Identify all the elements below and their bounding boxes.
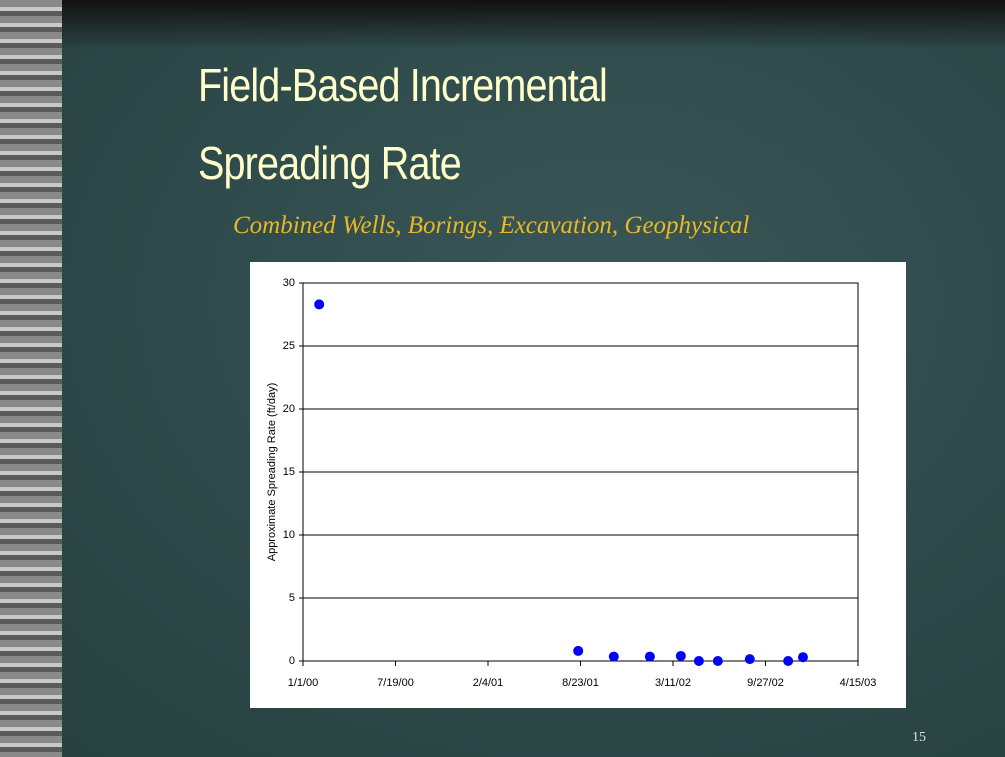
point <box>645 652 655 662</box>
y-tick-label: 30 <box>283 277 295 289</box>
x-tick-label: 8/23/01 <box>562 677 599 689</box>
y-tick-label: 25 <box>283 340 295 352</box>
point <box>783 656 793 666</box>
y-tick-label: 5 <box>289 592 295 604</box>
x-tick-label: 2/4/01 <box>473 677 504 689</box>
slide: Field-Based Incremental Spreading Rate C… <box>0 0 1005 757</box>
point <box>573 646 583 656</box>
x-tick-label: 7/19/00 <box>377 677 414 689</box>
y-tick-label: 10 <box>283 529 295 541</box>
y-tick-label: 0 <box>289 655 295 667</box>
y-tick-label: 15 <box>283 466 295 478</box>
point <box>609 652 619 662</box>
chart-box <box>250 262 906 708</box>
point <box>713 656 723 666</box>
point <box>314 299 324 309</box>
x-tick-label: 9/27/02 <box>747 677 784 689</box>
x-tick-label: 1/1/00 <box>288 677 319 689</box>
point <box>798 652 808 662</box>
point <box>676 651 686 661</box>
x-tick-label: 4/15/03 <box>840 677 877 689</box>
point <box>745 654 755 664</box>
x-tick-label: 3/11/02 <box>655 677 691 689</box>
chart: Approximate Spreading Rate (ft/day) 0 5 10… <box>0 0 1005 757</box>
point <box>694 656 704 666</box>
y-tick-label: 20 <box>283 403 295 415</box>
y-axis-label: Approximate Spreading Rate (ft/day) <box>266 383 278 562</box>
